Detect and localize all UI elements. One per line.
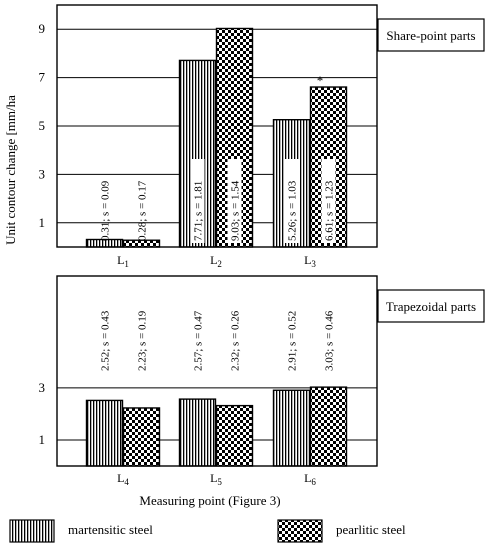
bar: [309, 386, 348, 467]
legend-swatch-martensitic: [9, 519, 55, 543]
share-point-panel: 1 3 5 7 9 0.31; s = 0.09 0.28; s = 0.17 L1 7.71;…: [39, 4, 485, 269]
category-label: L3: [304, 253, 316, 269]
panel-title: Trapezoidal parts: [386, 299, 476, 314]
y-axis-label: Unit contour change [mm/ha: [3, 95, 18, 245]
y-tick-label: 5: [39, 118, 46, 133]
data-label-bg: [321, 159, 336, 243]
x-axis-label: Measuring point (Figure 3): [139, 493, 280, 508]
category-label: L5: [210, 471, 222, 487]
category-label: L4: [117, 471, 129, 487]
data-label: 2.32; s = 0.26: [230, 310, 242, 371]
bar: [178, 398, 217, 467]
significance-mark: *: [317, 73, 324, 88]
data-label: 2.91; s = 0.52: [287, 311, 299, 371]
data-label: 0.28; s = 0.17: [137, 180, 149, 241]
data-label-bg: [227, 159, 242, 243]
data-label: 3.03; s = 0.46: [324, 310, 336, 371]
bar: [122, 407, 161, 467]
y-tick-label: 9: [39, 21, 46, 36]
legend-label-martensitic: martensitic steel: [68, 522, 153, 537]
y-tick-label: 3: [39, 166, 46, 181]
legend-swatch-pearlitic: [277, 519, 323, 543]
category-label: L1: [117, 253, 129, 269]
data-label: 5.26; s = 1.03: [287, 180, 299, 241]
plot-frame: [56, 4, 378, 248]
data-label-bg: [284, 159, 299, 243]
bar: [272, 389, 311, 467]
data-label: 7.71; s = 1.81: [193, 181, 205, 241]
bar: [215, 404, 254, 467]
panel-title-box: [377, 289, 485, 323]
plot-frame: [56, 275, 378, 467]
data-label: 2.57; s = 0.47: [193, 310, 205, 371]
y-tick-label: 3: [39, 380, 46, 395]
category-label: L2: [210, 253, 222, 269]
data-label: 0.31; s = 0.09: [100, 180, 112, 241]
bar: [85, 399, 124, 467]
data-label: 2.23; s = 0.19: [137, 310, 149, 371]
panel-title-box: [377, 18, 485, 52]
y-tick-label: 7: [39, 70, 46, 85]
legend: martensitic steel pearlitic steel: [9, 519, 406, 543]
data-label: 6.61; s = 1.23: [324, 180, 336, 241]
legend-label-pearlitic: pearlitic steel: [336, 522, 406, 537]
y-tick-label: 1: [39, 215, 46, 230]
trapezoidal-panel: 1 3 2.52; s = 0.43 2.23; s = 0.19 L4 2.57; s …: [39, 275, 485, 487]
data-label: 2.52; s = 0.43: [100, 310, 112, 371]
data-label-bg: [190, 159, 205, 243]
panel-title: Share-point parts: [386, 28, 475, 43]
y-tick-label: 1: [39, 432, 46, 447]
category-label: L6: [304, 471, 316, 487]
data-label: 9.03; s = 1.54: [230, 180, 242, 241]
